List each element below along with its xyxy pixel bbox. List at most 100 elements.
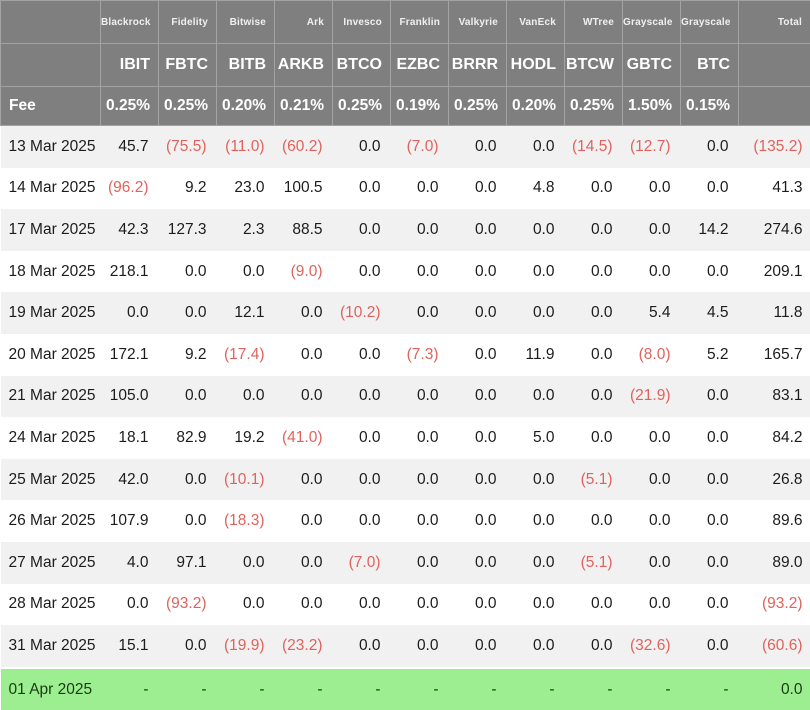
flow-value-cell: (18.3) (217, 500, 275, 542)
ticker-header-cell: HODL (507, 44, 565, 87)
flow-value-cell: 5.4 (623, 292, 681, 334)
fee-row-label: Fee (1, 87, 101, 126)
fee-header-cell: 0.25% (159, 87, 217, 126)
flow-value-cell: 0.0 (217, 376, 275, 418)
flow-value-cell: 0.0 (507, 376, 565, 418)
fee-header-cell: 0.25% (101, 87, 159, 126)
flow-value-cell: 15.1 (101, 625, 159, 668)
flow-value-cell: 0.0 (391, 542, 449, 584)
provider-header-cell: Bitwise (217, 1, 275, 44)
fee-header-cell: 0.19% (391, 87, 449, 126)
ticker-header-cell: BTCO (333, 44, 391, 87)
flow-value-cell: 42.0 (101, 459, 159, 501)
provider-header-cell: Invesco (333, 1, 391, 44)
flow-value-cell: 0.0 (217, 251, 275, 293)
row-total: (93.2) (739, 584, 810, 626)
fee-header-cell: 0.25% (449, 87, 507, 126)
flow-value-cell: 0.0 (623, 584, 681, 626)
flow-value-cell: 0.0 (565, 251, 623, 293)
flow-value-cell: 0.0 (333, 251, 391, 293)
flow-value-cell: 0.0 (275, 500, 333, 542)
flow-value-cell: (7.0) (333, 542, 391, 584)
flow-value-cell: 0.0 (101, 584, 159, 626)
flow-value-cell: 9.2 (159, 168, 217, 210)
flow-value-cell: (11.0) (217, 126, 275, 168)
provider-header-cell: Fidelity (159, 1, 217, 44)
fee-header-cell: 0.20% (217, 87, 275, 126)
corner-cell (1, 1, 101, 44)
provider-header-cell: Grayscale (623, 1, 681, 44)
row-total: 26.8 (739, 459, 810, 501)
flow-value-cell: 107.9 (101, 500, 159, 542)
row-date: 21 Mar 2025 (1, 376, 101, 418)
fee-header-cell: 0.25% (565, 87, 623, 126)
flow-value-cell: 0.0 (159, 376, 217, 418)
flow-value-cell: 0.0 (101, 292, 159, 334)
flow-value-cell: 0.0 (565, 168, 623, 210)
flow-value-cell: 0.0 (275, 542, 333, 584)
row-date: 19 Mar 2025 (1, 292, 101, 334)
flow-value-cell: 0.0 (333, 209, 391, 251)
row-total: 89.6 (739, 500, 810, 542)
flow-value-cell: 0.0 (507, 500, 565, 542)
flow-value-cell: 0.0 (623, 251, 681, 293)
flow-value-cell: 0.0 (507, 459, 565, 501)
flow-value-cell: 0.0 (449, 292, 507, 334)
flow-value-cell: (5.1) (565, 459, 623, 501)
ticker-header-cell: BITB (217, 44, 275, 87)
flow-value-cell: 172.1 (101, 334, 159, 376)
flow-value-cell: 4.5 (681, 292, 739, 334)
flow-value-cell: 0.0 (449, 459, 507, 501)
ticker-header-row: IBIT FBTC BITB ARKB BTCO EZBC BRRR HODL … (1, 44, 810, 87)
flow-value-cell: 18.1 (101, 417, 159, 459)
flow-value-cell: 23.0 (217, 168, 275, 210)
ticker-header-cell: BTC (681, 44, 739, 87)
flow-value-cell: 0.0 (623, 168, 681, 210)
flow-value-cell: 0.0 (449, 209, 507, 251)
flow-value-cell: 0.0 (507, 126, 565, 168)
flow-value-cell: 100.5 (275, 168, 333, 210)
row-total: 83.1 (739, 376, 810, 418)
flow-value-cell: (75.5) (159, 126, 217, 168)
flow-value-cell: (21.9) (623, 376, 681, 418)
flow-value-cell: 0.0 (391, 625, 449, 668)
fee-header-row: Fee 0.25% 0.25% 0.20% 0.21% 0.25% 0.19% … (1, 87, 810, 126)
flow-value-cell: 0.0 (681, 459, 739, 501)
flow-value-cell: 0.0 (217, 542, 275, 584)
flow-value-cell: 0.0 (681, 417, 739, 459)
provider-header-cell: Valkyrie (449, 1, 507, 44)
flow-value-cell: 0.0 (275, 459, 333, 501)
flow-value-cell: 0.0 (159, 292, 217, 334)
flow-value-cell: 0.0 (681, 126, 739, 168)
row-date: 27 Mar 2025 (1, 542, 101, 584)
flow-value-cell: 0.0 (333, 376, 391, 418)
total-column-header: Total (739, 1, 810, 44)
flow-value-cell: 0.0 (391, 584, 449, 626)
flow-value-cell: 0.0 (565, 500, 623, 542)
flow-value-cell: 0.0 (449, 334, 507, 376)
row-date: 18 Mar 2025 (1, 251, 101, 293)
fee-header-spacer (739, 87, 810, 126)
flow-value-cell: 0.0 (159, 500, 217, 542)
flow-value-cell: (12.7) (623, 126, 681, 168)
row-total: (135.2) (739, 126, 810, 168)
flow-value-cell: 0.0 (449, 251, 507, 293)
row-date: 28 Mar 2025 (1, 584, 101, 626)
flow-value-cell: 0.0 (565, 584, 623, 626)
flow-value-cell: 9.2 (159, 334, 217, 376)
flow-value-cell: 0.0 (333, 625, 391, 668)
flow-value-cell: (41.0) (275, 417, 333, 459)
row-total: 165.7 (739, 334, 810, 376)
flow-value-cell: 0.0 (507, 251, 565, 293)
flow-value-cell: (60.2) (275, 126, 333, 168)
flow-value-cell: 0.0 (275, 292, 333, 334)
